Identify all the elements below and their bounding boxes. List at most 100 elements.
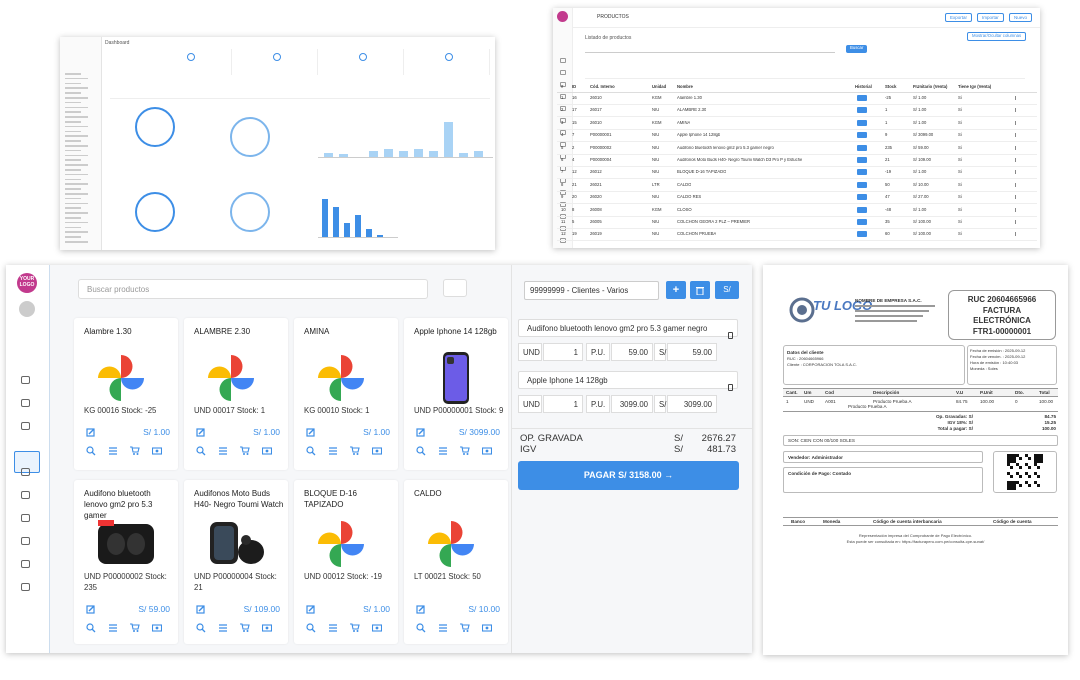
product-card[interactable]: ALAMBRE 2.30 UND 00017 Stock: 1 S/ 1.00	[184, 318, 288, 470]
product-card[interactable]: Audifonos Moto Buds H40- Negro Toumi Wat…	[184, 480, 288, 644]
cart-field[interactable]: 59.00	[667, 343, 717, 361]
search-button[interactable]: Buscar	[846, 45, 868, 53]
icon-cart[interactable]	[460, 446, 470, 456]
cart-field[interactable]: UND	[518, 395, 542, 413]
icon-cart[interactable]	[460, 623, 470, 633]
icon-edit[interactable]	[86, 605, 96, 615]
nav-icon[interactable]	[21, 537, 30, 545]
icon-edit[interactable]	[86, 428, 96, 438]
icon-search[interactable]	[306, 623, 316, 633]
nav-icon[interactable]	[21, 583, 30, 591]
icon-list[interactable]	[218, 446, 228, 456]
cell: S/ 27.00	[913, 194, 929, 200]
cart-field[interactable]: 1	[543, 395, 583, 413]
icon-list[interactable]	[438, 446, 448, 456]
icon-search[interactable]	[196, 446, 206, 456]
history-button[interactable]	[857, 132, 867, 139]
history-button[interactable]	[857, 206, 867, 213]
history-button[interactable]	[857, 107, 867, 114]
icon-search[interactable]	[196, 623, 206, 633]
cart-field[interactable]: S/	[654, 395, 666, 413]
cart-field[interactable]: 59.00	[611, 343, 653, 361]
product-card[interactable]: AMINA KG 00010 Stock: 1 S/ 1.00	[294, 318, 398, 470]
remove-item[interactable]	[728, 332, 733, 339]
nav-icon[interactable]	[21, 468, 30, 476]
product-card[interactable]: Alambre 1.30 KG 00016 Stock: -25 S/ 1.00	[74, 318, 178, 470]
nav-icon[interactable]	[21, 376, 30, 384]
cart-field[interactable]: 3099.00	[667, 395, 717, 413]
cart-field[interactable]: 1	[543, 343, 583, 361]
product-card[interactable]: BLOQUE D-16 TAPIZADO UND 00012 Stock: -19…	[294, 480, 398, 644]
nav-icon[interactable]	[21, 514, 30, 522]
nav-icon[interactable]	[21, 560, 30, 568]
icon-cash[interactable]	[262, 446, 272, 456]
nav-icon[interactable]	[21, 422, 30, 430]
icon-edit[interactable]	[196, 428, 206, 438]
icon-cart[interactable]	[240, 623, 250, 633]
cart-field[interactable]: UND	[518, 343, 542, 361]
history-button[interactable]	[857, 181, 867, 188]
doc-id: FACTURA	[982, 305, 1022, 315]
cart-field[interactable]: S/	[654, 343, 666, 361]
delete-button[interactable]	[690, 281, 710, 299]
icon-list[interactable]	[108, 623, 118, 633]
history-button[interactable]	[857, 194, 867, 201]
icon-cart[interactable]	[240, 446, 250, 456]
icon-cart[interactable]	[130, 623, 140, 633]
history-button[interactable]	[857, 169, 867, 176]
icon-cart[interactable]	[350, 623, 360, 633]
icon-edit[interactable]	[306, 605, 316, 615]
pay-button[interactable]: PAGAR S/ 3158.00 →	[518, 461, 739, 490]
remove-item[interactable]	[728, 384, 733, 391]
icon-search[interactable]	[416, 446, 426, 456]
icon-edit[interactable]	[416, 428, 426, 438]
icon-list[interactable]	[328, 623, 338, 633]
nav-icon[interactable]	[21, 491, 30, 499]
icon-edit[interactable]	[196, 605, 206, 615]
icon-search[interactable]	[86, 446, 96, 456]
history-button[interactable]	[857, 119, 867, 126]
columns-button[interactable]: Mostrar/Ocultar columnas	[967, 32, 1027, 41]
history-button[interactable]	[857, 157, 867, 163]
icon-cash[interactable]	[152, 446, 162, 456]
icon-cart[interactable]	[350, 446, 360, 456]
cart-field[interactable]: P.U.	[586, 343, 610, 361]
product-card[interactable]: CALDO LT 00021 Stock: 50 S/ 10.00	[404, 480, 508, 644]
icon-cash[interactable]	[262, 623, 272, 633]
icon-search[interactable]	[306, 446, 316, 456]
cart-field[interactable]: 3099.00	[611, 395, 653, 413]
history-button[interactable]	[857, 231, 867, 238]
icon-search[interactable]	[86, 623, 96, 633]
product-card[interactable]: Apple Iphone 14 128gb UND P00000001 Stock…	[404, 318, 508, 470]
nav-icon[interactable]	[14, 451, 40, 473]
icon-cash[interactable]	[372, 446, 382, 456]
icon-list[interactable]	[328, 446, 338, 456]
header-button[interactable]: Nuevo	[1009, 13, 1033, 22]
icon-list[interactable]	[438, 623, 448, 633]
icon-edit[interactable]	[306, 428, 316, 438]
cart-field[interactable]: P.U.	[586, 395, 610, 413]
history-button[interactable]	[857, 95, 867, 101]
icon-cash[interactable]	[372, 623, 382, 633]
history-button[interactable]	[857, 144, 867, 151]
header-button[interactable]: Exportar	[945, 13, 973, 22]
icon-cart[interactable]	[130, 446, 140, 456]
icon-cash[interactable]	[482, 623, 492, 633]
icon-cash[interactable]	[482, 446, 492, 456]
product-card[interactable]: Audifono bluetooth lenovo gm2 pro 5.3 ga…	[74, 480, 178, 644]
header-button[interactable]: Importar	[977, 13, 1004, 22]
icon-part	[329, 544, 341, 567]
add-button[interactable]: +	[666, 281, 686, 299]
icon-cash[interactable]	[152, 623, 162, 633]
icon-edit[interactable]	[416, 605, 426, 615]
icon-search[interactable]	[416, 623, 426, 633]
icon-part	[1016, 463, 1019, 466]
history-button[interactable]	[857, 219, 867, 225]
nav-icon[interactable]	[21, 399, 30, 407]
client-select[interactable]: 99999999 - Clientes - Varios	[524, 281, 659, 300]
search-box[interactable]: Buscar productos	[78, 279, 428, 299]
dropdown[interactable]	[443, 279, 467, 297]
icon-list[interactable]	[218, 623, 228, 633]
currency-button[interactable]: S/	[715, 281, 739, 299]
icon-list[interactable]	[108, 446, 118, 456]
